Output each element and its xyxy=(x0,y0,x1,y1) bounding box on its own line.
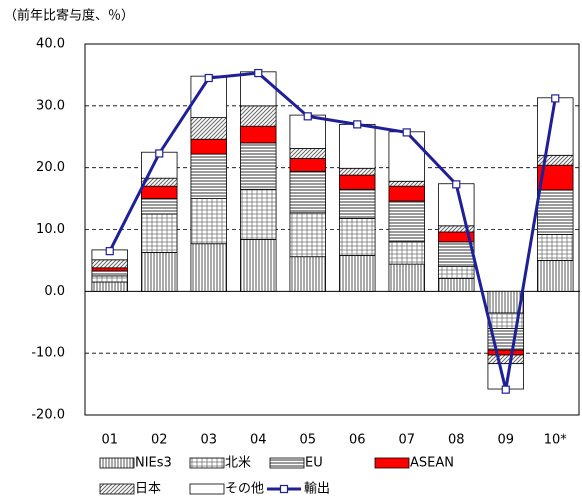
x-tick-label: 01 xyxy=(101,433,118,448)
bar-segment xyxy=(141,213,178,253)
legend-label: 日本 xyxy=(135,482,161,497)
legend-swatch xyxy=(99,483,135,495)
bar-segment xyxy=(91,281,128,292)
line-marker xyxy=(303,112,312,121)
y-tick-label: 10.0 xyxy=(36,222,65,237)
plot-border xyxy=(84,43,580,416)
x-tick-label: 04 xyxy=(250,433,267,448)
legend-swatch xyxy=(374,457,410,469)
legend-label: NIEs3 xyxy=(135,456,172,471)
bar-segment xyxy=(91,270,128,277)
bar-segment xyxy=(141,251,178,292)
bar-segment xyxy=(537,164,574,191)
x-tick-label: 02 xyxy=(151,433,168,448)
legend-label: 北米 xyxy=(225,456,251,471)
bar-segment xyxy=(339,174,376,190)
bar-segment xyxy=(438,277,475,292)
bar-segment xyxy=(240,125,277,144)
y-tick-label: 40.0 xyxy=(36,37,65,52)
bar-segment xyxy=(240,238,277,292)
legend-swatch xyxy=(189,457,225,469)
y-tick-label: -10.0 xyxy=(31,346,65,361)
bar-segment xyxy=(537,234,574,261)
line-marker xyxy=(254,68,263,78)
line-marker xyxy=(105,247,114,256)
bar-segment xyxy=(289,157,326,172)
bar-segment xyxy=(91,259,128,269)
bar-segment xyxy=(537,260,574,292)
bar-segment xyxy=(339,217,376,256)
legend-label: 輸出 xyxy=(304,482,330,497)
bar-segment xyxy=(91,267,128,272)
bar-segment xyxy=(388,185,425,202)
line-marker xyxy=(402,128,411,137)
y-tick-label: 0.0 xyxy=(44,284,65,299)
bar-segment xyxy=(339,255,376,292)
legend-swatch xyxy=(189,483,225,495)
y-tick-label: 30.0 xyxy=(36,98,65,113)
bar-segment xyxy=(339,123,376,169)
bar-segment xyxy=(289,148,326,159)
bar-segment xyxy=(388,131,425,182)
x-tick-label: 08 xyxy=(448,433,465,448)
bar-segment xyxy=(190,198,227,245)
line-marker xyxy=(551,94,560,103)
line-marker xyxy=(204,73,213,83)
bar-segment xyxy=(240,142,277,190)
bar-segment xyxy=(388,180,425,187)
x-tick-label: 10* xyxy=(544,433,568,448)
bar-segment xyxy=(438,241,475,268)
bar-segment xyxy=(190,117,227,140)
line-marker xyxy=(353,120,362,129)
bar-segment xyxy=(537,97,574,156)
bar-segment xyxy=(537,189,574,235)
bar-segment xyxy=(190,243,227,292)
x-tick-label: 06 xyxy=(349,433,366,448)
x-tick-label: 03 xyxy=(200,433,217,448)
bar-segment xyxy=(388,263,425,292)
y-axis-label: （前年比寄与度、％） xyxy=(4,8,134,24)
bar-segment xyxy=(388,200,425,243)
line-marker xyxy=(501,385,510,394)
legend-label: その他 xyxy=(225,482,264,497)
legend-label: ASEAN xyxy=(410,456,454,471)
x-tick-label: 05 xyxy=(299,433,316,448)
y-tick-label: 20.0 xyxy=(36,160,65,175)
line-marker xyxy=(155,149,164,158)
bar-segment xyxy=(240,188,277,240)
bar-segment xyxy=(289,256,326,292)
bar-segment xyxy=(289,170,326,214)
bar-segment xyxy=(487,363,524,390)
bar-segment xyxy=(339,167,376,176)
bar-segment xyxy=(289,212,326,258)
bar-segment xyxy=(289,114,326,149)
bar-segment xyxy=(141,185,178,199)
bar-segment xyxy=(91,275,128,283)
x-tick-label: 07 xyxy=(398,433,415,448)
bar-segment xyxy=(438,266,475,279)
legend-label: EU xyxy=(305,456,323,471)
bar-segment xyxy=(141,198,178,215)
bar-segment xyxy=(487,354,524,365)
bar-segment xyxy=(487,349,524,356)
bar-segment xyxy=(240,105,277,127)
x-tick-label: 09 xyxy=(497,433,514,448)
bar-segment xyxy=(339,188,376,219)
bar-segment xyxy=(388,241,425,265)
legend-swatch xyxy=(99,457,135,469)
legend-swatch xyxy=(269,457,305,469)
line-series xyxy=(108,71,557,390)
bar-segment xyxy=(190,138,227,155)
legend-marker xyxy=(279,484,289,494)
y-tick-label: -20.0 xyxy=(31,408,65,423)
line-marker xyxy=(452,180,461,189)
bar-segment xyxy=(190,153,227,199)
